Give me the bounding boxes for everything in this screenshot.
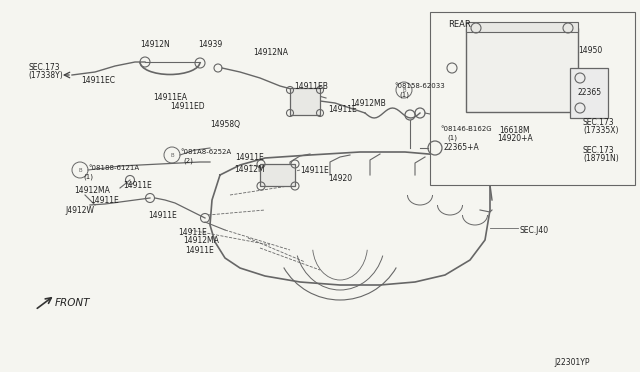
Bar xyxy=(570,68,608,118)
Bar xyxy=(466,28,578,112)
Text: SEC.173: SEC.173 xyxy=(583,146,614,155)
Text: 22365: 22365 xyxy=(578,88,602,97)
Text: 14912MA: 14912MA xyxy=(183,236,219,245)
Text: J4912W: J4912W xyxy=(65,206,94,215)
Text: 14911E: 14911E xyxy=(148,211,177,220)
Text: SEC.173: SEC.173 xyxy=(28,63,60,72)
Text: 14911E: 14911E xyxy=(178,228,207,237)
Text: 14911E: 14911E xyxy=(328,105,356,114)
Text: (1): (1) xyxy=(399,91,409,97)
Text: 14912MB: 14912MB xyxy=(350,99,386,108)
Text: °08146-B162G: °08146-B162G xyxy=(440,126,492,132)
Text: 14950: 14950 xyxy=(578,46,602,55)
Text: 14920+A: 14920+A xyxy=(497,134,533,143)
Text: (1): (1) xyxy=(447,134,457,141)
Text: J22301YP: J22301YP xyxy=(554,358,589,367)
Text: 14911EB: 14911EB xyxy=(294,82,328,91)
Text: (18791N): (18791N) xyxy=(583,154,619,163)
Text: 14911EC: 14911EC xyxy=(81,76,115,85)
Text: 14912NA: 14912NA xyxy=(253,48,288,57)
Text: °08188-6121A: °08188-6121A xyxy=(88,165,139,171)
Text: 14911E: 14911E xyxy=(91,196,120,205)
Text: 14958Q: 14958Q xyxy=(210,120,240,129)
Bar xyxy=(466,22,578,32)
Text: (17338Y): (17338Y) xyxy=(28,71,63,80)
Bar xyxy=(260,164,295,186)
Text: SEC.J40: SEC.J40 xyxy=(520,226,549,235)
Text: 14911E: 14911E xyxy=(124,181,152,190)
Text: °08158-62033: °08158-62033 xyxy=(394,83,445,89)
Text: 14920: 14920 xyxy=(328,174,352,183)
Text: °081A8-6252A: °081A8-6252A xyxy=(180,149,231,155)
Text: (17335X): (17335X) xyxy=(583,126,618,135)
Text: 14911ED: 14911ED xyxy=(171,102,205,111)
Text: REAR: REAR xyxy=(448,20,471,29)
Text: (2): (2) xyxy=(183,157,193,164)
Text: FRONT: FRONT xyxy=(55,298,90,308)
Text: 14911E: 14911E xyxy=(236,153,264,162)
Text: (1): (1) xyxy=(83,173,93,180)
Text: 16618M: 16618M xyxy=(500,126,531,135)
Text: 14911EA: 14911EA xyxy=(153,93,187,102)
Text: 14912M: 14912M xyxy=(235,165,266,174)
Text: SEC.173: SEC.173 xyxy=(583,118,614,127)
Bar xyxy=(290,88,320,115)
Text: 14912MA: 14912MA xyxy=(74,186,110,195)
Text: 14939: 14939 xyxy=(198,40,222,49)
Text: 14911E: 14911E xyxy=(300,166,329,175)
Text: 14912N: 14912N xyxy=(140,40,170,49)
Bar xyxy=(430,12,635,185)
Text: B: B xyxy=(170,153,174,157)
Text: 22365+A: 22365+A xyxy=(444,143,480,152)
Text: B: B xyxy=(78,167,82,173)
Text: B: B xyxy=(402,87,406,93)
Text: 14911E: 14911E xyxy=(186,246,214,255)
